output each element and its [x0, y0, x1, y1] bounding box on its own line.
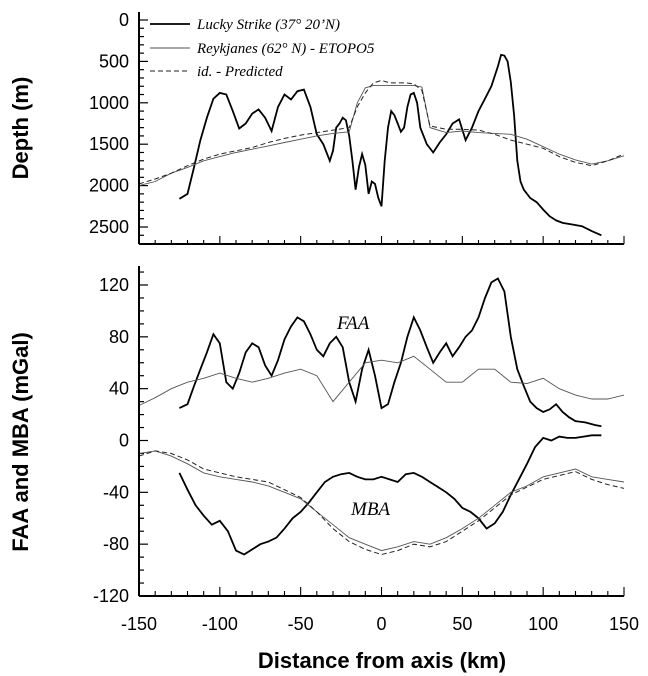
depth-series-0: [178, 53, 602, 237]
x-tick-label: -50: [288, 614, 314, 634]
x-tick-label: 150: [609, 614, 639, 634]
depth-series-1: [138, 84, 625, 187]
anomaly-series: [138, 277, 625, 556]
x-tick-label: 50: [452, 614, 472, 634]
depth-tick-label: 500: [99, 51, 129, 71]
anomaly-series-2: [178, 434, 602, 556]
anomaly-series-3: [138, 450, 625, 552]
anomaly-tick-label: -80: [103, 534, 129, 554]
anomaly-y-ticks: 120 80 40 0 -40 -80 -120: [93, 271, 148, 606]
legend: Lucky Strike (37° 20’N) Reykjanes (62° N)…: [150, 17, 375, 80]
anomaly-tick-label: -40: [103, 482, 129, 502]
faa-annotation: FAA: [336, 313, 370, 334]
depth-tick-label: 0: [119, 10, 129, 30]
x-axis-title: Distance from axis (km): [258, 648, 506, 673]
legend-label-1: Reykjanes (62° N) - ETOPO5: [196, 41, 375, 57]
legend-label-2: id. - Predicted: [197, 64, 283, 80]
depth-tick-label: 2000: [89, 176, 129, 196]
anomaly-series-0: [179, 277, 602, 428]
legend-label-0: Lucky Strike (37° 20’N): [196, 17, 340, 33]
depth-y-axis-title: Depth (m): [8, 77, 33, 180]
anomaly-tick-label: 40: [109, 379, 129, 399]
depth-tick-label: 1500: [89, 134, 129, 154]
x-tick-label: 0: [376, 614, 386, 634]
depth-panel: 0 500 1000 1500 2000 2500 Depth (m) Lucky Str…: [8, 10, 625, 245]
anomaly-tick-label: 120: [99, 275, 129, 295]
anomaly-tick-label: 0: [119, 431, 129, 451]
anomaly-tick-label: 80: [109, 327, 129, 347]
anomaly-tick-label: -120: [93, 586, 129, 606]
depth-tick-label: 1000: [89, 93, 129, 113]
depth-tick-label: 2500: [89, 217, 129, 237]
depth-y-ticks: 0 500 1000 1500 2000 2500: [89, 10, 625, 244]
x-ticks: -150 -100 -50 0 50 100 150: [121, 587, 639, 634]
depth-series-2: [138, 79, 625, 185]
x-tick-label: 100: [528, 614, 558, 634]
anomaly-y-axis-title: FAA and MBA (mGal): [8, 332, 33, 552]
depth-series: [138, 53, 625, 237]
anomaly-series-1: [138, 355, 625, 406]
x-tick-label: -150: [121, 614, 157, 634]
x-tick-label: -100: [202, 614, 238, 634]
mba-annotation: MBA: [350, 499, 390, 520]
